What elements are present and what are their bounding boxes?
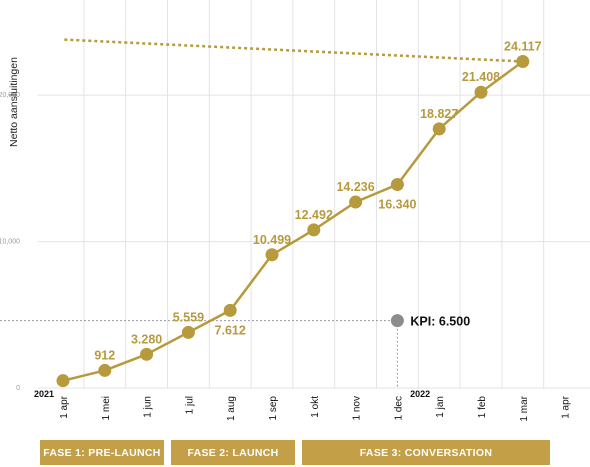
phase-2-label: FASE 2: LAUNCH	[187, 446, 279, 459]
x-tick-label: 1 okt	[310, 396, 321, 418]
x-tick-label: 1 dec	[393, 396, 404, 420]
data-point	[265, 248, 279, 262]
x-tick-label: 1 jan	[435, 396, 446, 418]
x-tick-label: 1 feb	[477, 396, 488, 419]
data-label: 10.499	[253, 233, 291, 247]
data-point	[516, 54, 530, 68]
x-tick-label: 1 apr	[59, 395, 70, 418]
data-point	[474, 85, 488, 99]
data-point	[349, 195, 363, 209]
kpi-point	[390, 314, 404, 328]
data-point	[432, 122, 446, 136]
x-tick-label: 1 apr	[561, 395, 572, 418]
kpi-label: KPI: 6.500	[410, 315, 470, 329]
data-label: 3.280	[131, 332, 162, 346]
data-point	[181, 325, 195, 339]
data-label: 21.408	[462, 70, 500, 84]
year-label: 2021	[34, 389, 54, 399]
data-label: 24.117	[504, 39, 542, 53]
data-label: 12.492	[295, 208, 333, 222]
x-tick-label: 1 mar	[519, 395, 530, 421]
year-label: 2022	[410, 389, 430, 399]
x-tick-label: 1 nov	[352, 396, 363, 420]
y-tick-label: 20,000	[0, 92, 20, 99]
data-point	[390, 177, 404, 191]
x-tick-label: 1 jul	[184, 396, 195, 414]
x-tick-label: 1 aug	[226, 396, 237, 421]
data-point	[98, 363, 112, 377]
phase-3-box: FASE 3: CONVERSATION	[302, 440, 550, 465]
data-point	[56, 374, 70, 388]
data-label: 7.612	[215, 323, 246, 337]
data-label: 14.236	[336, 180, 374, 194]
y-tick-label: 0	[16, 385, 20, 392]
phase-1-label: FASE 1: PRE-LAUNCH	[43, 446, 161, 459]
series-layer	[56, 38, 530, 388]
data-label: 912	[94, 348, 115, 362]
y-tick-label: 10,000	[0, 239, 20, 246]
kpi-layer: KPI: 6.500	[0, 314, 470, 388]
phase-2-box: FASE 2: LAUNCH	[171, 440, 295, 465]
data-label: 16.340	[378, 197, 416, 211]
data-point	[307, 223, 321, 237]
data-point	[223, 303, 237, 317]
data-point	[140, 347, 154, 361]
series-line	[62, 60, 524, 382]
y-axis-label: Netto aansluitingen	[8, 57, 20, 147]
phase-3-label: FASE 3: CONVERSATION	[359, 446, 493, 459]
x-tick-label: 1 sep	[268, 396, 279, 421]
data-label: 18.827	[420, 107, 458, 121]
x-tick-label: 1 jun	[143, 396, 154, 418]
data-label: 5.559	[173, 310, 204, 324]
projection-line	[62, 38, 523, 63]
grid-layer	[38, 0, 590, 389]
phase-1-box: FASE 1: PRE-LAUNCH	[40, 440, 164, 465]
x-tick-label: 1 mei	[101, 396, 112, 420]
